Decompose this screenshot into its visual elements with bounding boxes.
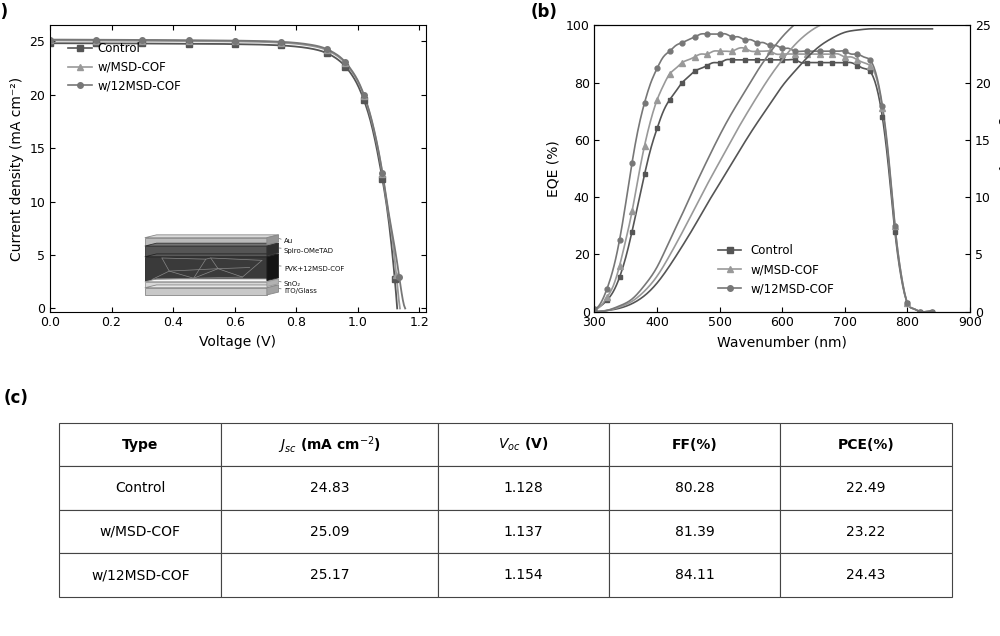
Text: (b): (b) [531,3,558,21]
Text: 24.83: 24.83 [310,481,349,495]
Text: PCE(%): PCE(%) [838,438,895,452]
Text: 1.128: 1.128 [504,481,543,495]
Text: $V_{oc}$ (V): $V_{oc}$ (V) [498,436,549,453]
Bar [221,423,438,466]
Text: Type: Type [122,438,159,452]
Y-axis label: EQE (%): EQE (%) [546,140,560,197]
Text: 25.09: 25.09 [310,525,349,539]
Text: 25.17: 25.17 [310,568,349,582]
Text: 24.43: 24.43 [846,568,886,582]
Text: (c): (c) [4,389,29,407]
Bar [438,553,609,597]
Bar [780,466,952,510]
Bar [780,423,952,466]
Bar [609,466,780,510]
Text: 1.154: 1.154 [504,568,543,582]
Bar [780,510,952,553]
Text: 84.11: 84.11 [675,568,715,582]
Bar [609,423,780,466]
Legend: Control, w/MSD-COF, w/12MSD-COF: Control, w/MSD-COF, w/12MSD-COF [63,37,186,97]
Text: 1.137: 1.137 [504,525,543,539]
Y-axis label: Integrated J (mA·cm⁻²): Integrated J (mA·cm⁻²) [998,90,1000,247]
Legend: Control, w/MSD-COF, w/12MSD-COF: Control, w/MSD-COF, w/12MSD-COF [713,240,839,300]
X-axis label: Wavenumber (nm): Wavenumber (nm) [717,335,847,349]
Bar [438,510,609,553]
Bar [59,466,221,510]
Text: $J_{sc}$ (mA cm$^{-2}$): $J_{sc}$ (mA cm$^{-2}$) [278,434,381,455]
Bar [59,423,221,466]
Bar [221,553,438,597]
Text: FF(%): FF(%) [672,438,718,452]
Bar [609,510,780,553]
Bar [221,510,438,553]
Text: w/MSD-COF: w/MSD-COF [100,525,181,539]
X-axis label: Voltage (V): Voltage (V) [199,335,276,349]
Y-axis label: Current density (mA cm⁻²): Current density (mA cm⁻²) [10,76,24,261]
Text: w/12MSD-COF: w/12MSD-COF [91,568,190,582]
Text: 80.28: 80.28 [675,481,715,495]
Text: (a): (a) [0,3,9,21]
Bar [780,553,952,597]
Bar [609,553,780,597]
Text: 23.22: 23.22 [846,525,886,539]
Bar [221,466,438,510]
Bar [59,553,221,597]
Text: Control: Control [115,481,166,495]
Text: 81.39: 81.39 [675,525,715,539]
Bar [438,423,609,466]
Bar [438,466,609,510]
Text: 22.49: 22.49 [846,481,886,495]
Bar [59,510,221,553]
